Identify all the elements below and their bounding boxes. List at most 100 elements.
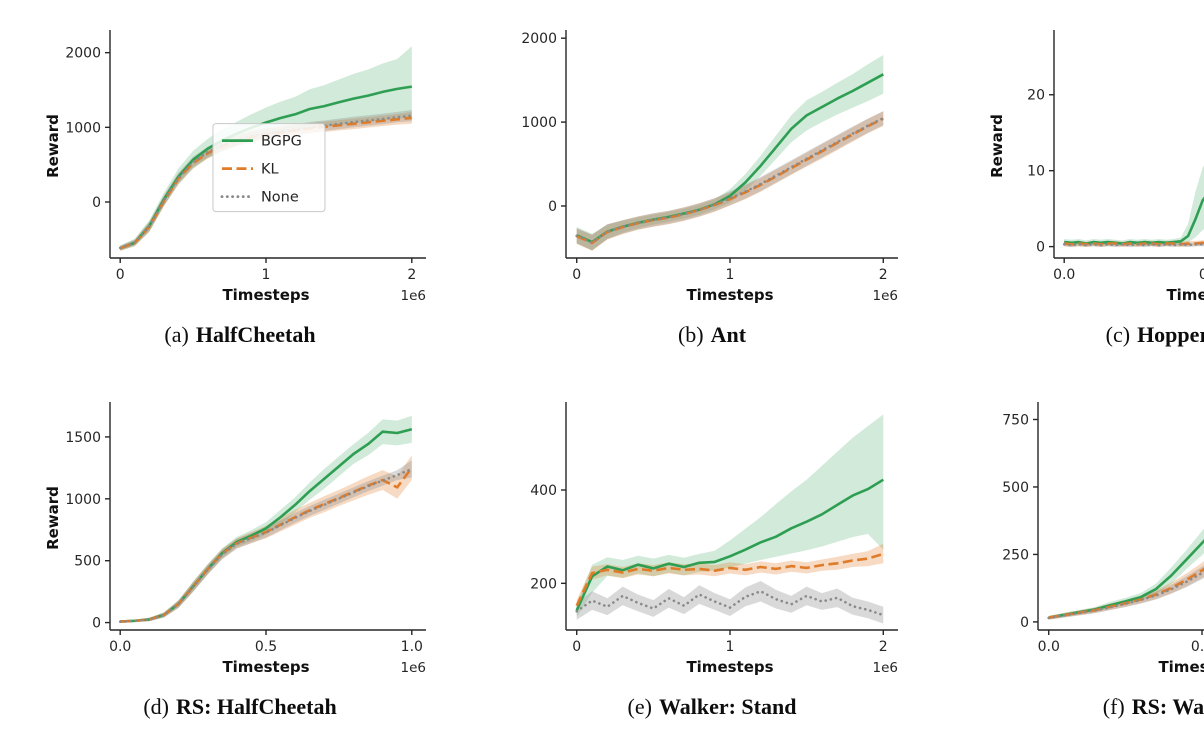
- svg-text:0: 0: [1020, 615, 1029, 631]
- svg-text:0.5: 0.5: [1199, 267, 1204, 283]
- svg-text:0.0: 0.0: [1053, 267, 1075, 283]
- svg-text:Timesteps: Timesteps: [686, 658, 773, 676]
- subplot-rs-walker2d: 0.00.51.00250500750Timesteps1e6 (f)RS: W…: [988, 394, 1204, 720]
- svg-text:Timesteps: Timesteps: [1158, 658, 1204, 676]
- confidence-bands: [576, 414, 884, 624]
- svg-text:Timesteps: Timesteps: [1166, 286, 1204, 304]
- caption-hopper-hop: (c)Hopper: Hop: [1106, 322, 1204, 348]
- svg-text:0: 0: [116, 267, 125, 283]
- axes: 0 1 2 0 1000 2000: [65, 30, 426, 283]
- confidence-bands: [1048, 528, 1204, 620]
- axis-labels: Timesteps 1e6: [686, 658, 898, 676]
- caption-ant: (b) Ant: [678, 322, 746, 348]
- series-lines: [575, 478, 885, 617]
- svg-text:500: 500: [74, 554, 101, 570]
- svg-text:2: 2: [879, 267, 888, 283]
- axes: 0 1 2 0 1000 2000: [521, 30, 898, 283]
- caption-rs-walker2d: (f) RS: Walker2d: [1103, 694, 1204, 720]
- axis-labels: Timesteps 1e6: [686, 286, 898, 304]
- svg-text:500: 500: [1002, 480, 1029, 496]
- svg-text:2: 2: [407, 267, 416, 283]
- axes: 0 1 2 200 400: [530, 402, 898, 655]
- series-lines: [575, 73, 885, 245]
- svg-text:0.0: 0.0: [1038, 639, 1060, 655]
- svg-text:400: 400: [530, 483, 557, 499]
- legend: BGPG KL None: [212, 123, 326, 213]
- axis-labels: Timesteps 1e6 Reward: [44, 114, 426, 304]
- subplot-ant: 0 1 2 0 1000 2000 Timesteps 1e6 (b) Ant: [516, 22, 908, 348]
- svg-text:1000: 1000: [521, 115, 557, 131]
- svg-text:Reward: Reward: [988, 114, 1006, 178]
- caption-prefix: (e): [627, 694, 652, 719]
- chart-rs-walker2d: 0.00.51.00250500750Timesteps1e6: [1002, 402, 1204, 676]
- subplot-halfcheetah: 0 1 2 0 1000 2000 Timesteps 1e6 Reward BGPG KL None…: [44, 22, 436, 348]
- svg-text:2000: 2000: [65, 46, 101, 62]
- svg-text:1: 1: [726, 267, 735, 283]
- svg-text:Reward: Reward: [44, 114, 62, 178]
- chart-rs-halfcheetah: 0.0 0.5 1.0 0 500 1000 1500 Timesteps 1e6 Reward: [44, 402, 426, 676]
- confidence-bands: [1064, 165, 1204, 247]
- svg-text:None: None: [261, 190, 299, 206]
- svg-text:BGPG: BGPG: [261, 134, 302, 150]
- svg-text:2: 2: [879, 639, 888, 655]
- caption-prefix: (f): [1102, 694, 1125, 719]
- svg-text:250: 250: [1002, 547, 1029, 563]
- caption-title: RS: HalfCheetah: [175, 694, 337, 719]
- svg-text:0: 0: [548, 199, 557, 215]
- svg-text:1e6: 1e6: [401, 288, 426, 304]
- caption-rs-halfcheetah: (d) RS: HalfCheetah: [143, 694, 336, 720]
- caption-prefix: (d): [143, 694, 169, 719]
- svg-text:1e6: 1e6: [873, 660, 898, 676]
- svg-text:Timesteps: Timesteps: [686, 286, 773, 304]
- subplot-rs-halfcheetah: 0.0 0.5 1.0 0 500 1000 1500 Timesteps 1e6 Reward …: [44, 394, 436, 720]
- svg-text:1: 1: [262, 267, 271, 283]
- subplot-hopper-hop: 0.00.51.001020Timesteps1e6Reward (c)Hopp…: [988, 22, 1204, 348]
- svg-text:0.5: 0.5: [255, 639, 277, 655]
- series-lines: [118, 428, 414, 623]
- chart-hopper-hop: 0.00.51.001020Timesteps1e6Reward: [988, 30, 1204, 304]
- series-lines: [1062, 196, 1204, 247]
- axes: 0.00.51.00250500750: [1002, 402, 1204, 655]
- svg-text:1500: 1500: [65, 430, 101, 446]
- axes: 0.0 0.5 1.0 0 500 1000 1500: [65, 402, 426, 655]
- svg-text:0.5: 0.5: [1191, 639, 1204, 655]
- svg-text:Timesteps: Timesteps: [222, 658, 309, 676]
- svg-text:Timesteps: Timesteps: [222, 286, 309, 304]
- svg-text:0: 0: [1036, 240, 1045, 256]
- confidence-bands: [576, 55, 884, 251]
- axis-labels: Timesteps 1e6 Reward: [44, 486, 426, 676]
- svg-text:0: 0: [92, 616, 101, 632]
- chart-walker-stand: 0 1 2 200 400 Timesteps 1e6: [530, 402, 898, 676]
- caption-title: Ant: [710, 322, 747, 347]
- svg-text:0: 0: [572, 267, 581, 283]
- svg-text:1000: 1000: [65, 492, 101, 508]
- caption-prefix: (b): [677, 322, 704, 347]
- svg-text:1e6: 1e6: [401, 660, 426, 676]
- chart-ant: 0 1 2 0 1000 2000 Timesteps 1e6: [521, 30, 898, 304]
- svg-text:20: 20: [1027, 88, 1045, 104]
- subplot-walker-stand: 0 1 2 200 400 Timesteps 1e6 (e) Walker: Stand: [516, 394, 908, 720]
- svg-text:KL: KL: [261, 162, 279, 178]
- svg-text:200: 200: [530, 576, 557, 592]
- svg-text:10: 10: [1027, 164, 1045, 180]
- caption-title: RS: Walker2d: [1131, 694, 1204, 719]
- svg-text:0: 0: [572, 639, 581, 655]
- svg-text:1000: 1000: [65, 120, 101, 136]
- svg-text:1e6: 1e6: [873, 288, 898, 304]
- caption-halfcheetah: (a) HalfCheetah: [164, 322, 315, 348]
- svg-text:Reward: Reward: [44, 486, 62, 550]
- svg-text:0.0: 0.0: [109, 639, 131, 655]
- caption-walker-stand: (e) Walker: Stand: [628, 694, 797, 720]
- svg-text:1.0: 1.0: [401, 639, 423, 655]
- caption-title: Hopper: Hop: [1137, 322, 1204, 347]
- caption-title: HalfCheetah: [195, 322, 316, 347]
- svg-text:750: 750: [1002, 412, 1029, 428]
- svg-text:1: 1: [726, 639, 735, 655]
- chart-halfcheetah: 0 1 2 0 1000 2000 Timesteps 1e6 Reward BGPG KL None: [44, 30, 426, 304]
- caption-prefix: (c): [1105, 322, 1131, 347]
- series-lines: [1047, 539, 1204, 620]
- caption-prefix: (a): [164, 322, 189, 347]
